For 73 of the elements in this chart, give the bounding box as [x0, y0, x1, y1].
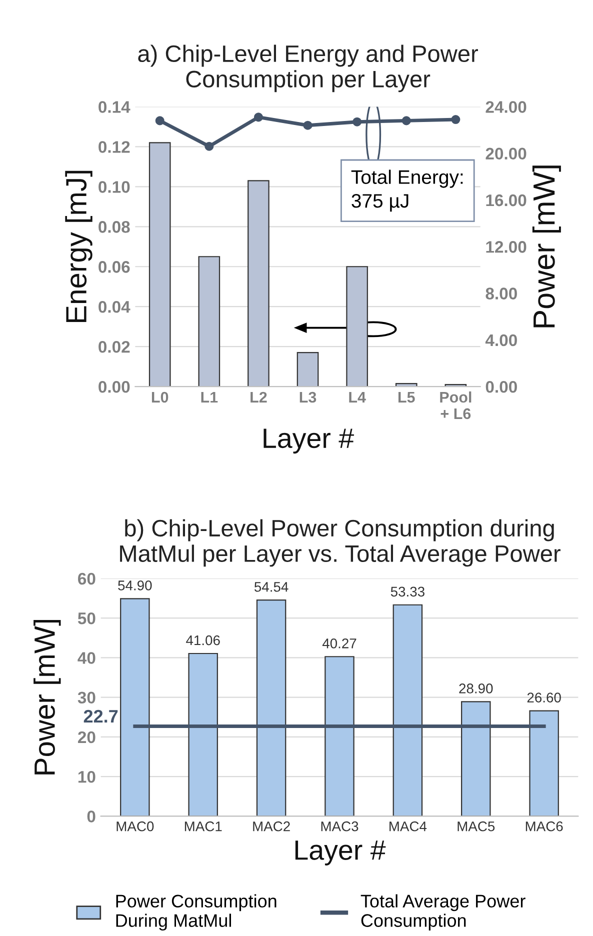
y-tick-label: 50	[78, 612, 96, 624]
y-tick-label: 60	[78, 572, 96, 585]
y2-tick-label: 8.00	[486, 288, 517, 300]
x-axis-title: Layer #	[264, 428, 354, 454]
y-tick-label: 30	[78, 692, 96, 704]
x-tick-label: MAC4	[390, 821, 427, 832]
point	[352, 117, 362, 126]
y-axis-title: Energy [mJ]	[65, 170, 92, 322]
y-tick-label: 0	[87, 810, 96, 822]
x-tick-label: MAC6	[526, 821, 563, 832]
bar	[324, 656, 354, 816]
chart-title: b) Chip-Level Power Consumption during MatMul per Layer vs. Total Average Power	[120, 519, 560, 567]
y-tick-label: 10	[78, 770, 96, 783]
y-tick-label: 0.14	[98, 101, 130, 113]
x-tick-label: MAC3	[321, 821, 358, 832]
bar	[461, 701, 491, 816]
bar	[296, 352, 319, 387]
x-tick-label: L4	[349, 392, 366, 402]
bar	[188, 652, 218, 816]
x-tick-label: L0	[152, 392, 168, 403]
bar	[198, 256, 220, 387]
y2-tick-label: 4.00	[485, 334, 517, 346]
y-axis-title: Power [mW]	[34, 620, 61, 774]
y-tick-label: 0.08	[98, 221, 130, 233]
data-label: 54.54	[254, 582, 288, 592]
y-tick-label: 0.00	[98, 380, 130, 393]
bar	[346, 266, 368, 387]
bar	[256, 600, 286, 816]
y-tick-label: 0.02	[98, 340, 130, 353]
data-label: 26.60	[527, 692, 561, 702]
y-tick-label: 0.12	[98, 141, 130, 153]
point	[204, 142, 214, 151]
data-label: 53.33	[390, 586, 424, 597]
bar	[248, 180, 270, 387]
y2-tick-label: 16.00	[486, 194, 526, 206]
point	[155, 116, 164, 126]
x-tick-label: MAC1	[184, 821, 222, 832]
data-label: 41.06	[186, 635, 220, 646]
annotation: 22.7	[84, 710, 118, 722]
x-tick-label: MAC0	[116, 821, 154, 832]
y2-axis-title: Power [mW]	[532, 166, 561, 328]
y-tick-label: 0.10	[98, 181, 130, 193]
y-tick-label: 0.04	[98, 301, 130, 313]
x-tick-label: L1	[201, 392, 218, 402]
bar	[392, 604, 423, 816]
bar	[120, 598, 150, 816]
point	[451, 115, 460, 124]
x-tick-label: MAC5	[458, 821, 495, 832]
y-tick-label: 0.06	[98, 261, 130, 273]
x-tick-label: L5	[398, 392, 415, 403]
data-label: 40.27	[322, 638, 356, 648]
y2-tick-label: 0.00	[486, 380, 517, 393]
annotation: Total Energy: 375 µJ	[351, 170, 463, 212]
data-label: 28.90	[459, 684, 493, 694]
x-tick-label: MAC2	[253, 821, 290, 832]
bar	[529, 710, 559, 816]
point	[254, 112, 263, 122]
legend-label: Power Consumption During MatMul	[116, 894, 276, 931]
y-tick-label: 20	[78, 731, 96, 744]
legend-label: Total Average Power Consumption	[360, 894, 526, 931]
bar	[148, 142, 171, 387]
y2-tick-label: 24.00	[486, 101, 526, 113]
point	[303, 120, 312, 130]
chart-title: a) Chip-Level Energy and Power Consumption per Layer	[138, 44, 478, 92]
x-tick-label: L3	[300, 392, 316, 403]
x-axis-title: Layer #	[295, 840, 386, 866]
y-tick-label: 40	[78, 652, 96, 664]
x-tick-label: L2	[250, 392, 267, 402]
x-tick-label: Pool + L6	[440, 391, 472, 420]
point	[402, 116, 411, 126]
data-label: 54.90	[118, 580, 152, 590]
y2-tick-label: 20.00	[486, 148, 526, 160]
y2-tick-label: 12.00	[486, 241, 526, 253]
